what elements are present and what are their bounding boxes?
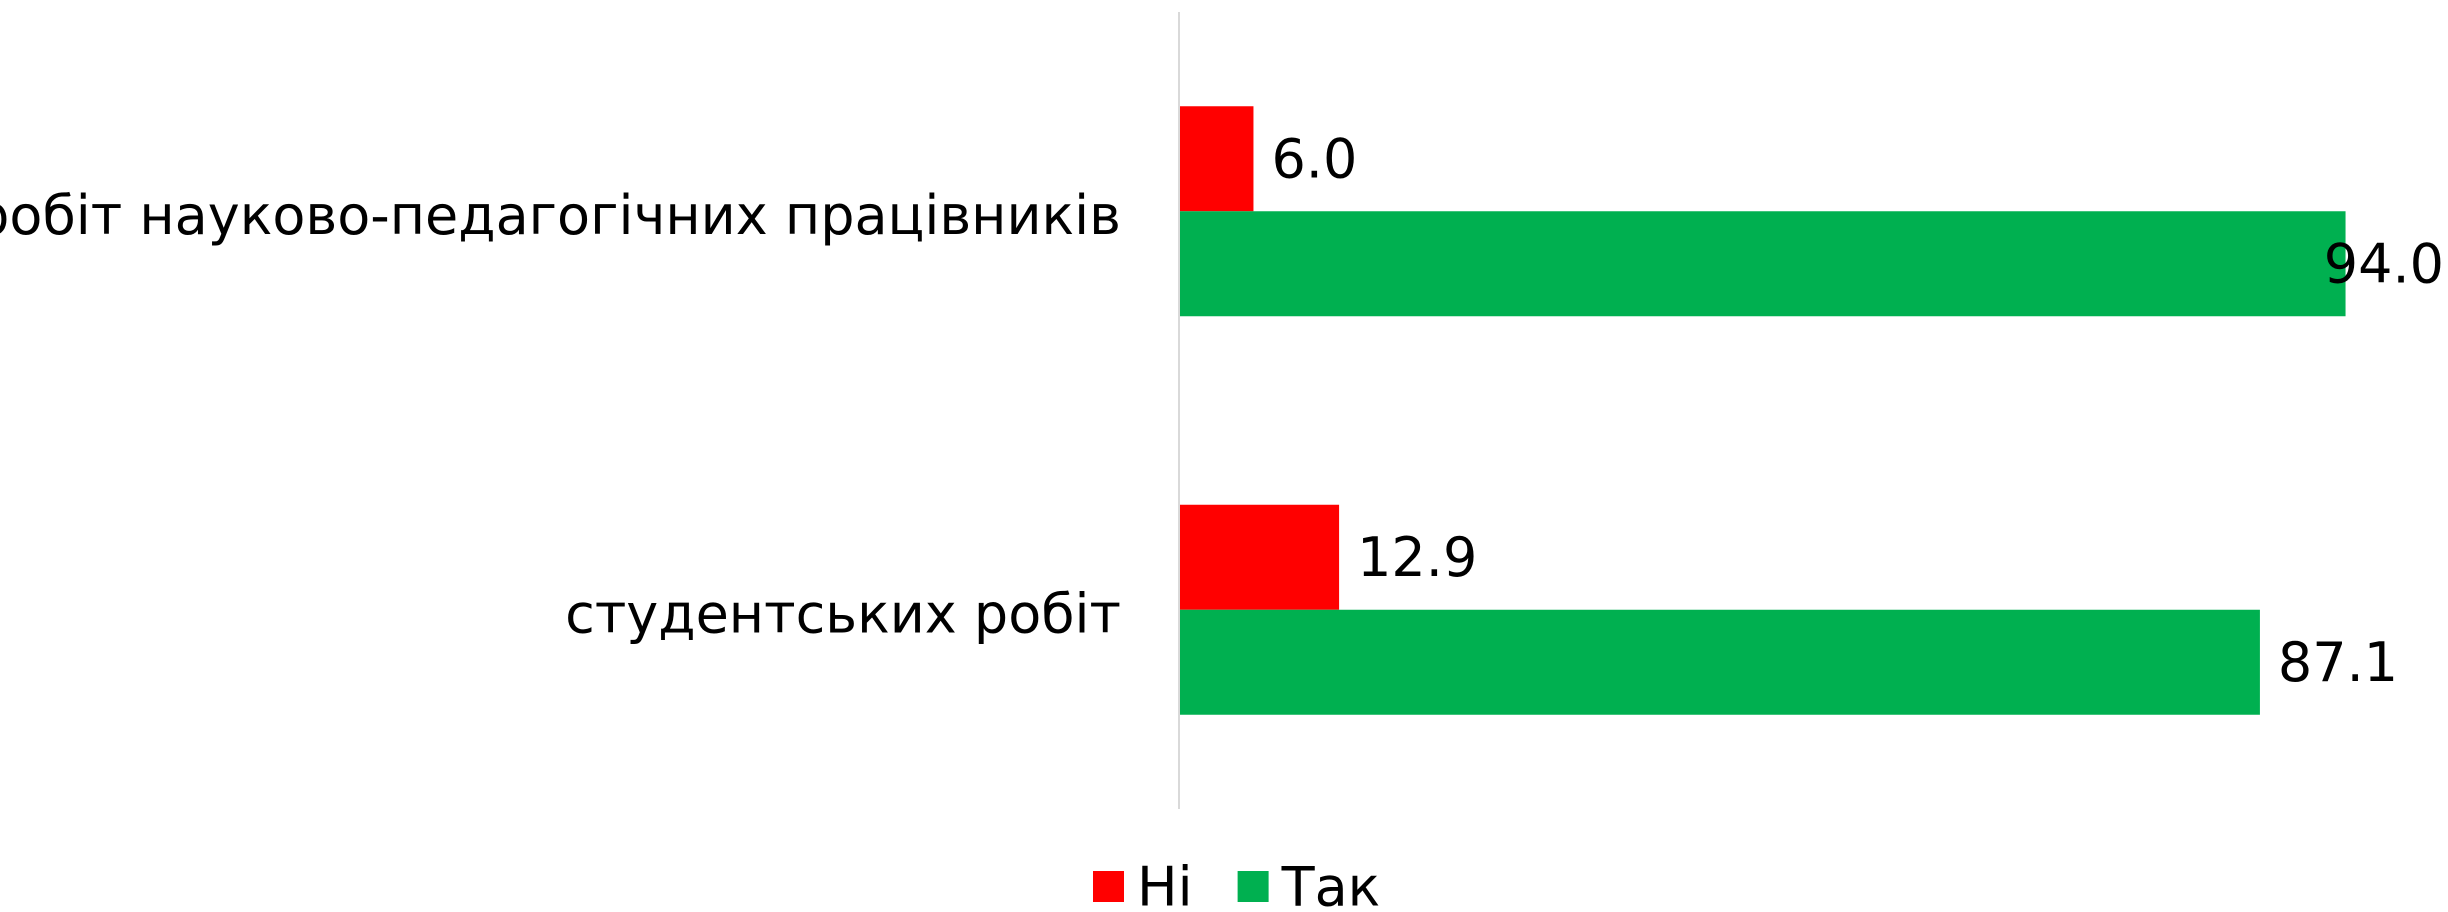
bar bbox=[1179, 211, 2346, 317]
data-label: 6.0 bbox=[1271, 127, 1357, 190]
legend-label: Ні bbox=[1137, 856, 1193, 912]
bar bbox=[1179, 504, 1340, 610]
legend-swatch bbox=[1093, 871, 1124, 902]
y-tick-label: студентських робіт bbox=[565, 582, 1121, 645]
bar bbox=[1179, 609, 2260, 715]
data-label: 87.1 bbox=[2278, 631, 2398, 694]
data-label: 12.9 bbox=[1357, 526, 1477, 589]
bar bbox=[1179, 106, 1254, 212]
legend-label: Так bbox=[1281, 856, 1381, 912]
legend-swatch bbox=[1237, 871, 1269, 902]
data-label: 94.0 bbox=[2324, 232, 2444, 295]
y-tick-label: робіт науково-педагогічних працівників bbox=[0, 184, 1121, 247]
